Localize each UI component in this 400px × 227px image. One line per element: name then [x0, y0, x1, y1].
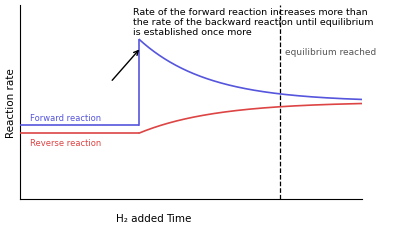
Y-axis label: Reaction rate: Reaction rate: [6, 68, 16, 137]
Text: Reverse reaction: Reverse reaction: [30, 138, 101, 147]
Text: Forward reaction: Forward reaction: [30, 114, 101, 123]
Text: H₂ added: H₂ added: [116, 213, 163, 223]
Text: Rate of the forward reaction increases more than
the rate of the backward reacti: Rate of the forward reaction increases m…: [132, 7, 373, 37]
Text: Time: Time: [166, 213, 192, 223]
Text: equilibrium reached: equilibrium reached: [285, 48, 376, 57]
